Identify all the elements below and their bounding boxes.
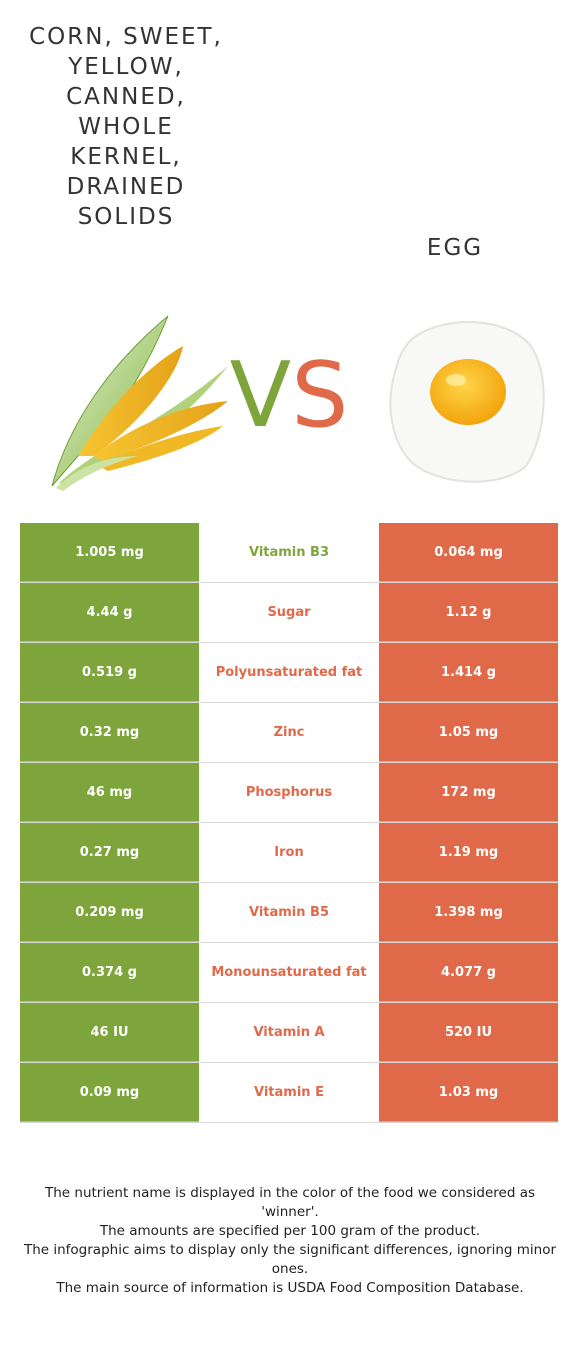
footnote-line-1: The nutrient name is displayed in the co… (44, 1185, 536, 1220)
left-value: 46 IU (20, 1003, 199, 1062)
table-row: 0.32 mg Zinc 1.05 mg (20, 703, 558, 763)
vs-s: S (291, 343, 349, 448)
right-value: 520 IU (379, 1003, 558, 1062)
vs-v: V (229, 343, 292, 448)
right-value: 1.12 g (379, 583, 558, 642)
table-row: 0.374 g Monounsaturated fat 4.077 g (20, 943, 558, 1003)
corn-image (51, 315, 228, 491)
nutrient-name: Polyunsaturated fat (199, 643, 379, 702)
nutrient-name: Vitamin B3 (199, 523, 379, 582)
table-row: 46 mg Phosphorus 172 mg (20, 763, 558, 823)
nutrient-name: Vitamin A (199, 1003, 379, 1062)
nutrient-name: Phosphorus (199, 763, 379, 822)
left-value: 0.32 mg (20, 703, 199, 762)
nutrient-name: Sugar (199, 583, 379, 642)
left-value: 1.005 mg (20, 523, 199, 582)
nutrient-name: Vitamin E (199, 1063, 379, 1122)
nutrient-name: Monounsaturated fat (199, 943, 379, 1002)
left-value: 0.27 mg (20, 823, 199, 882)
table-row: 46 IU Vitamin A 520 IU (20, 1003, 558, 1063)
left-value: 0.09 mg (20, 1063, 199, 1122)
right-food-title: Egg (426, 235, 484, 261)
left-value: 0.209 mg (20, 883, 199, 942)
left-value: 46 mg (20, 763, 199, 822)
footnote: The nutrient name is displayed in the co… (20, 1184, 560, 1298)
table-row: 1.005 mg Vitamin B3 0.064 mg (20, 523, 558, 583)
nutrient-name: Iron (199, 823, 379, 882)
nutrient-name: Zinc (199, 703, 379, 762)
right-value: 1.05 mg (379, 703, 558, 762)
table-row: 0.519 g Polyunsaturated fat 1.414 g (20, 643, 558, 703)
left-value: 0.519 g (20, 643, 199, 702)
right-value: 172 mg (379, 763, 558, 822)
right-value: 1.398 mg (379, 883, 558, 942)
left-food-title: Corn, sweet, yellow, canned, whole kerne… (29, 24, 223, 230)
left-value: 0.374 g (20, 943, 199, 1002)
footnote-line-4: The main source of information is USDA F… (56, 1280, 524, 1296)
egg-image (389, 321, 545, 483)
nutrient-name: Vitamin B5 (199, 883, 379, 942)
right-value: 1.03 mg (379, 1063, 558, 1122)
right-value: 0.064 mg (379, 523, 558, 582)
table-row: 0.209 mg Vitamin B5 1.398 mg (20, 883, 558, 943)
right-value: 1.19 mg (379, 823, 558, 882)
table-row: 0.09 mg Vitamin E 1.03 mg (20, 1063, 558, 1123)
left-value: 4.44 g (20, 583, 199, 642)
footnote-line-2: The amounts are specified per 100 gram o… (99, 1223, 481, 1239)
table-row: 4.44 g Sugar 1.12 g (20, 583, 558, 643)
comparison-table: 1.005 mg Vitamin B3 0.064 mg 4.44 g Sugar 1.1… (20, 523, 558, 1123)
right-value: 4.077 g (379, 943, 558, 1002)
table-row: 0.27 mg Iron 1.19 mg (20, 823, 558, 883)
right-value: 1.414 g (379, 643, 558, 702)
footnote-line-3: The infographic aims to display only the… (23, 1242, 557, 1277)
